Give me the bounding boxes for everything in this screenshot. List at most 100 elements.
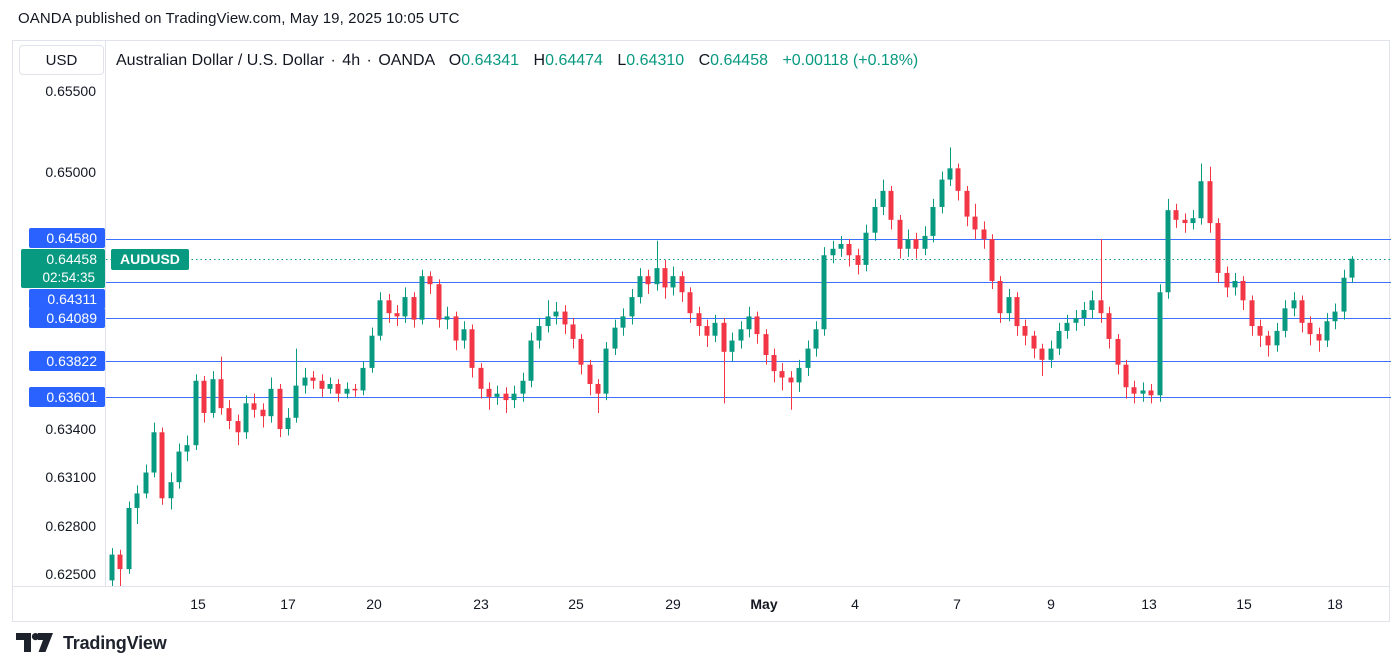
candle bbox=[855, 248, 861, 275]
candle bbox=[1089, 290, 1095, 319]
candle bbox=[352, 383, 358, 397]
time-tick-label: 23 bbox=[473, 596, 489, 612]
candle bbox=[796, 359, 802, 393]
candle bbox=[779, 363, 785, 391]
candle bbox=[1073, 309, 1079, 331]
change-value: +0.00118 (+0.18%) bbox=[782, 52, 919, 69]
price-axis[interactable]: 0.65500 0.65000 0.63400 0.63100 0.62800 0.625… bbox=[13, 41, 106, 586]
tradingview-logo[interactable]: TradingView bbox=[16, 633, 167, 654]
candle bbox=[687, 287, 693, 323]
low-letter: L bbox=[617, 52, 627, 69]
price-tick-label: 0.62500 bbox=[45, 565, 96, 582]
candle bbox=[1332, 303, 1338, 330]
candle bbox=[763, 329, 769, 365]
chart-title: Australian Dollar / U.S. Dollar · 4h · O… bbox=[116, 52, 919, 69]
candle bbox=[210, 371, 216, 418]
price-tick-label: 0.65000 bbox=[45, 163, 96, 180]
candle bbox=[846, 239, 852, 267]
candle bbox=[536, 318, 542, 349]
candle bbox=[553, 301, 559, 325]
candle bbox=[922, 226, 928, 256]
candle bbox=[1265, 330, 1271, 357]
candle bbox=[1240, 276, 1246, 310]
candle bbox=[754, 311, 760, 344]
attribution-text: OANDA published on TradingView.com, May … bbox=[18, 10, 460, 27]
candle bbox=[1341, 269, 1347, 320]
candle bbox=[1157, 284, 1163, 402]
candle bbox=[654, 240, 660, 291]
time-tick-label: 13 bbox=[1141, 596, 1157, 612]
symbol-name[interactable]: Australian Dollar / U.S. Dollar bbox=[116, 52, 325, 69]
candle bbox=[1190, 210, 1196, 230]
candle bbox=[1106, 306, 1112, 349]
candle bbox=[184, 435, 190, 462]
time-tick-label: 4 bbox=[851, 596, 859, 612]
candle bbox=[947, 147, 953, 187]
candle bbox=[771, 348, 777, 383]
candle bbox=[629, 289, 635, 325]
candle bbox=[863, 224, 869, 272]
candle bbox=[1022, 319, 1028, 346]
candlestick-chart[interactable]: AUDUSD bbox=[106, 41, 1391, 591]
time-tick-label: 20 bbox=[366, 596, 382, 612]
candle bbox=[369, 327, 375, 373]
candle bbox=[821, 247, 827, 336]
candle bbox=[838, 235, 844, 257]
candle bbox=[1056, 322, 1062, 356]
price-tick-label: 0.63400 bbox=[45, 421, 96, 438]
candle bbox=[1257, 319, 1263, 347]
symbol-badge: AUDUSD bbox=[111, 248, 189, 270]
candle bbox=[319, 374, 325, 397]
price-tick-label: 0.63100 bbox=[45, 469, 96, 486]
candle bbox=[1131, 380, 1137, 404]
candle bbox=[251, 393, 257, 418]
candle bbox=[402, 287, 408, 323]
candle bbox=[805, 340, 811, 376]
candle bbox=[872, 198, 878, 241]
candle bbox=[1232, 272, 1238, 296]
candle bbox=[159, 427, 165, 505]
candle bbox=[109, 548, 115, 587]
candle bbox=[134, 485, 140, 525]
price-alert-badge: 0.64089 bbox=[29, 308, 105, 329]
candle bbox=[637, 268, 643, 304]
candle bbox=[528, 332, 534, 388]
candle bbox=[427, 271, 433, 294]
candle bbox=[218, 356, 224, 415]
candle bbox=[1098, 239, 1104, 323]
candle bbox=[587, 359, 593, 396]
candlestick-svg[interactable] bbox=[106, 41, 1391, 591]
candle bbox=[1115, 334, 1121, 375]
candle bbox=[696, 306, 702, 336]
candle bbox=[444, 306, 450, 330]
candle bbox=[1006, 289, 1012, 322]
candle bbox=[260, 403, 266, 428]
candle bbox=[176, 443, 182, 489]
candle bbox=[545, 300, 551, 333]
candle bbox=[1123, 359, 1129, 399]
price-tick-label: 0.62800 bbox=[45, 517, 96, 534]
time-tick-label: 7 bbox=[953, 596, 961, 612]
candle bbox=[1148, 383, 1154, 404]
source-label[interactable]: OANDA bbox=[378, 52, 435, 69]
last-price-value: 0.64458 bbox=[46, 250, 97, 267]
candle bbox=[1291, 292, 1297, 317]
candle bbox=[1324, 313, 1330, 347]
candle bbox=[377, 292, 383, 341]
timeframe-label[interactable]: 4h bbox=[342, 52, 361, 69]
candle bbox=[746, 306, 752, 338]
candle bbox=[520, 372, 526, 402]
low-value: 0.64310 bbox=[626, 52, 685, 69]
candle bbox=[570, 318, 576, 349]
candle bbox=[679, 271, 685, 302]
candle bbox=[394, 305, 400, 327]
tradingview-logo-text: TradingView bbox=[63, 633, 167, 653]
currency-button[interactable]: USD bbox=[19, 45, 104, 75]
candle bbox=[1039, 343, 1045, 376]
candle bbox=[1316, 327, 1322, 352]
candle bbox=[1081, 301, 1087, 327]
candle bbox=[670, 266, 676, 296]
time-axis[interactable]: 15 17 20 23 25 29 May 4 7 9 13 15 18 bbox=[13, 586, 1389, 622]
candle bbox=[955, 163, 961, 201]
candle bbox=[1031, 330, 1037, 359]
